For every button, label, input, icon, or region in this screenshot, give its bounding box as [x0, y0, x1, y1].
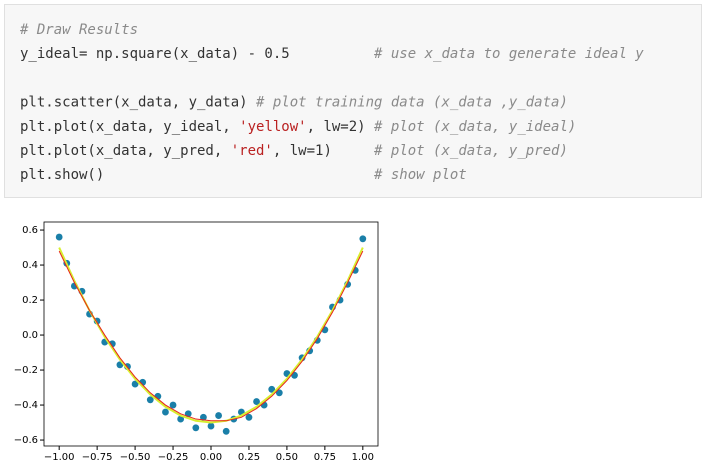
scatter-point — [200, 413, 207, 421]
code-code: plt.show() — [20, 167, 374, 183]
x-tick-label: 0.75 — [314, 452, 336, 463]
x-tick-label: −0.25 — [158, 452, 189, 463]
y-tick-label: 0.6 — [22, 225, 38, 236]
code-string: 'yellow' — [239, 119, 306, 135]
code-block: # Draw Results y_ideal= np.square(x_data)… — [19, 22, 644, 183]
code-cell — [4, 4, 702, 198]
scatter-point — [275, 389, 283, 397]
code-code: plt.plot(x_data, y_pred, — [20, 143, 231, 159]
x-tick-label: 1.00 — [352, 452, 374, 463]
code-code: , lw=2) — [307, 119, 374, 135]
y-tick-label: 0.0 — [22, 330, 38, 341]
line — [58, 247, 364, 424]
x-tick-label: −0.50 — [120, 452, 151, 463]
plot: −1.00 −0.75 −0.50 −0.25 0.00 0.25 0.50 0.75 1.00… — [14, 221, 379, 463]
code-comment: # plot training data (x_data ,y_data) — [255, 95, 568, 111]
code-comment: # plot (x_data, y_pred) — [373, 143, 568, 159]
x-tick-label: 0.00 — [200, 452, 222, 463]
code-string: 'red' — [231, 143, 273, 159]
code-code: plt.plot(x_data, y_ideal, — [20, 119, 239, 135]
y-tick-label: 0.4 — [22, 260, 38, 271]
code-comment: # Draw Results — [19, 22, 138, 38]
scatter-point — [215, 412, 222, 419]
scatter-point — [55, 233, 63, 241]
scatter-point — [268, 385, 276, 393]
plot-frame — [43, 221, 379, 447]
code-code: y_ideal= np.square(x_data) - 0.5 — [20, 46, 374, 62]
x-tick-label: −0.75 — [82, 452, 113, 463]
code-line: # Draw Results — [19, 22, 138, 38]
y-tick-label: −0.6 — [14, 435, 38, 446]
code-code: , lw=1) — [273, 143, 374, 159]
code-line: plt.show() # show plot — [20, 167, 467, 183]
scatter-point — [207, 422, 215, 430]
y-tick-label: 0.2 — [22, 295, 38, 306]
plot-area — [44, 222, 378, 446]
line — [58, 250, 364, 422]
code-line: plt.plot(x_data, y_ideal, 'yellow', lw=2… — [20, 119, 576, 135]
code-comment: # show plot — [373, 167, 467, 183]
scatter-point — [169, 401, 177, 409]
scatter-point — [131, 380, 139, 388]
code-comment: # use x_data to generate ideal y — [373, 46, 644, 62]
scatter-point — [245, 413, 253, 421]
scatter-point — [162, 408, 169, 416]
x-tick-label: 0.50 — [276, 452, 298, 463]
scatter-point — [222, 427, 230, 435]
scatter-point — [192, 424, 200, 432]
code-comment: # plot (x_data, y_ideal) — [373, 119, 576, 135]
x-tick-label: 0.25 — [238, 452, 260, 463]
y-tick-label: −0.2 — [14, 365, 38, 376]
code-line: plt.scatter(x_data, y_data) # plot train… — [20, 95, 568, 111]
scatter-point — [177, 415, 185, 423]
code-line: plt.plot(x_data, y_pred, 'red', lw=1) # … — [20, 143, 568, 159]
scatter-point — [253, 398, 260, 405]
scatter-point — [359, 235, 367, 243]
code-line: y_ideal= np.square(x_data) - 0.5 # use x… — [20, 46, 644, 62]
scatter-point — [146, 396, 154, 404]
code-code: plt.scatter(x_data, y_data) — [20, 95, 256, 111]
x-tick-label: −1.00 — [44, 452, 75, 463]
y-tick-label: −0.4 — [14, 400, 38, 411]
